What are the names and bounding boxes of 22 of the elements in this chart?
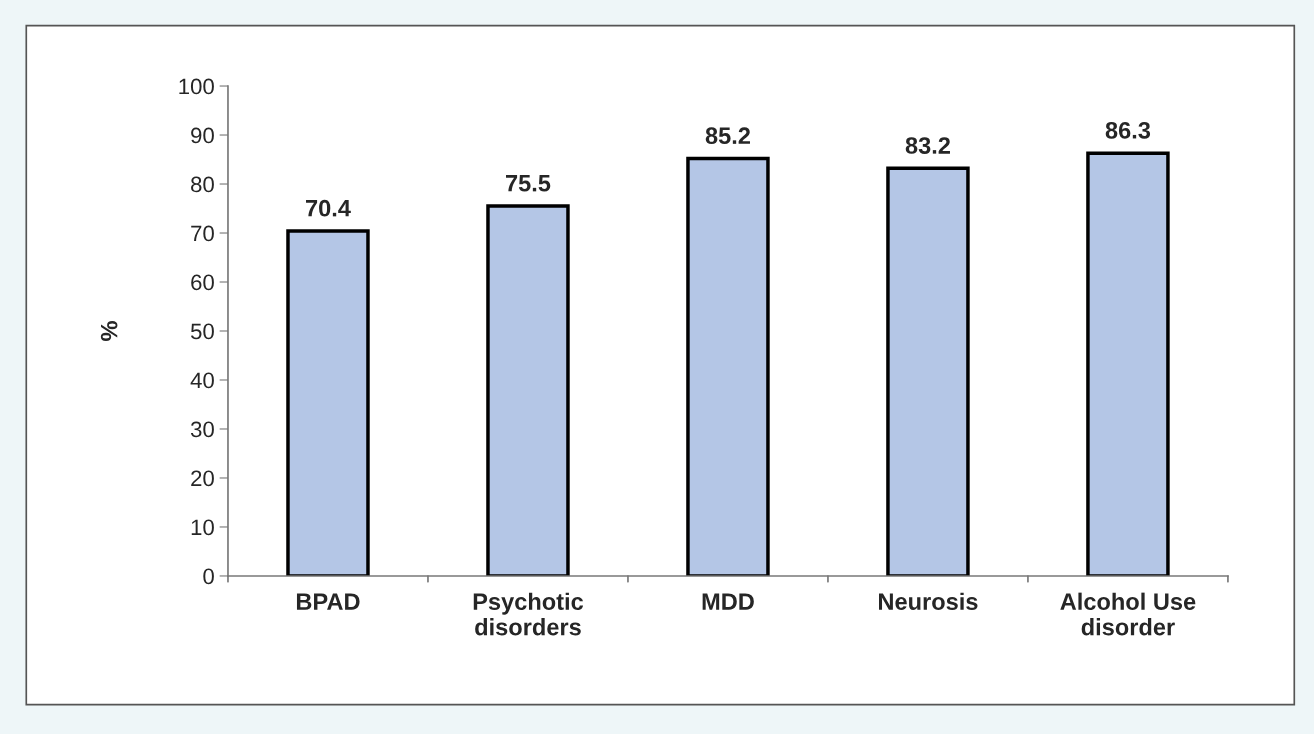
y-tick-label: 0 [203, 568, 214, 585]
y-tick-label: 90 [191, 127, 214, 144]
y-tick-label: 80 [191, 176, 214, 193]
y-tick-label: 60 [191, 274, 214, 291]
y-tick-label: 50 [190, 323, 214, 340]
y-tick-label: 30 [190, 421, 214, 438]
y-tick-label: 100 [179, 78, 214, 95]
data-label: 70.4 [306, 199, 351, 217]
y-tick-label: 10 [191, 519, 214, 536]
x-tick-label: MDD [702, 593, 754, 610]
y-tick-label: 20 [191, 470, 214, 487]
y-tick-label: 40 [190, 372, 214, 389]
x-tick-label: Psychotic disorders [473, 592, 584, 636]
x-tick-label: Alcohol Use disorder [1060, 592, 1196, 636]
data-label: 75.5 [506, 175, 551, 192]
x-tick-label: BPAD [296, 593, 360, 610]
x-tick-label: Neurosis [879, 592, 978, 610]
data-label: 86.3 [1105, 121, 1151, 139]
data-label: 85.2 [705, 127, 750, 145]
y-tick-label: 70 [191, 225, 214, 242]
data-label: 83.2 [905, 137, 950, 154]
y-axis-title: % [100, 321, 118, 341]
